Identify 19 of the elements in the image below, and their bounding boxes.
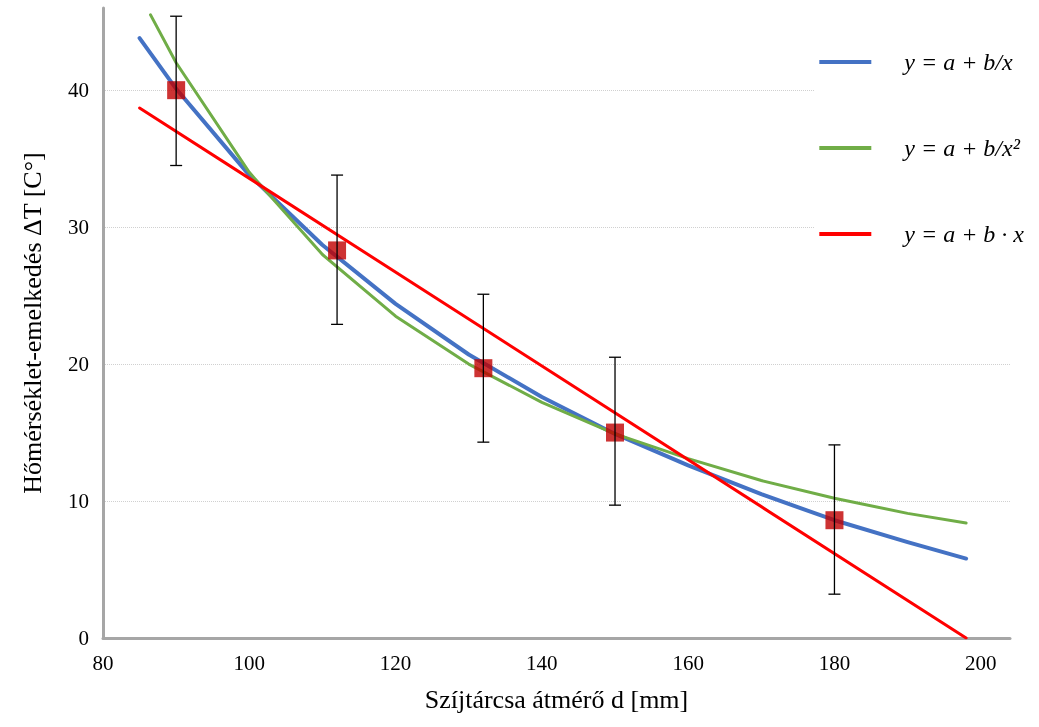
y-axis-title: Hőmérséklet-emelkedés ΔT [C°]: [17, 152, 47, 494]
x-tick-label: 120: [379, 650, 412, 675]
legend-label: y = a + b/x: [902, 49, 1014, 75]
x-tick-label: 200: [964, 650, 997, 675]
x-tick-label: 100: [233, 650, 266, 675]
y-tick-label: 10: [68, 489, 89, 514]
x-tick-label: 80: [92, 650, 114, 675]
x-axis-title: Szíjtárcsa átmérő d [mm]: [424, 684, 689, 714]
point: [825, 511, 844, 530]
legend-label: y = a + b/x²: [902, 135, 1021, 161]
y-tick-label: 0: [78, 626, 89, 650]
x-tick-label: 180: [818, 650, 851, 675]
x-tick-label: 160: [672, 650, 704, 675]
legend-label: y = a + b · x: [902, 221, 1025, 247]
point: [474, 359, 493, 378]
x-tick-label: 140: [526, 650, 558, 675]
y-tick-label: 30: [68, 215, 89, 240]
y-tick-label: 40: [68, 78, 89, 103]
y-tick-label: 20: [68, 352, 89, 377]
